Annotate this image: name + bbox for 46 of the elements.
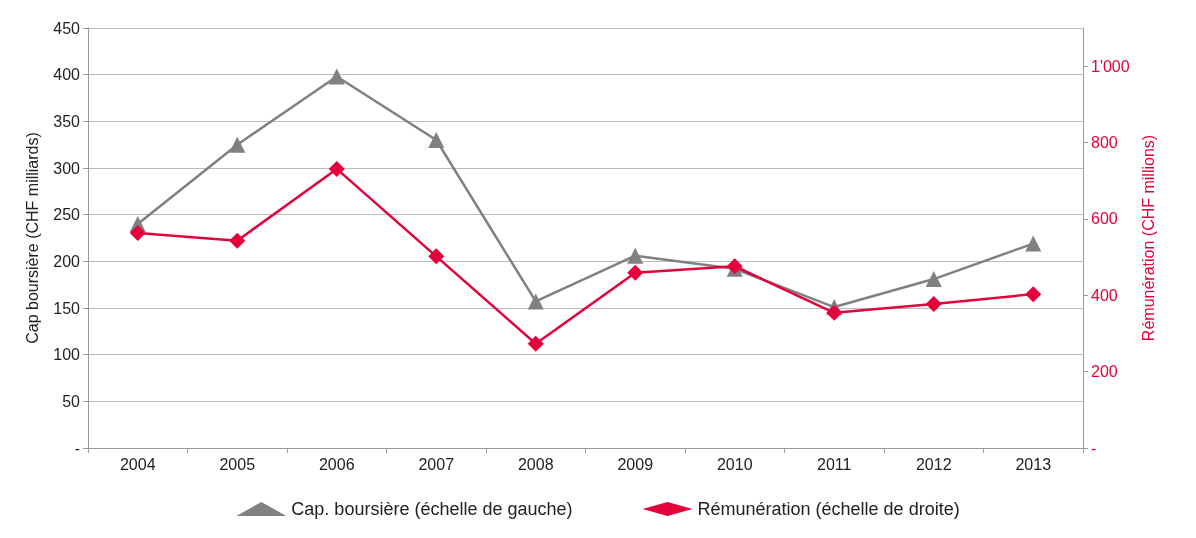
x-tick-label: 2009 (617, 455, 654, 473)
legend-label: Cap. boursière (échelle de gauche) (291, 499, 573, 519)
point (328, 68, 345, 85)
point (1025, 286, 1042, 303)
point (428, 132, 445, 148)
y2-tick-label: 200 (1091, 363, 1118, 381)
y-tick-label: 100 (53, 346, 81, 364)
point (229, 136, 246, 153)
point (527, 293, 544, 310)
point (428, 248, 445, 265)
x-tick-label: 2012 (915, 455, 952, 473)
point (627, 264, 644, 281)
y2-tick-label: - (1091, 439, 1097, 457)
y-tick-label: 250 (53, 206, 81, 224)
point (129, 225, 146, 242)
x-tick-label: 2008 (517, 455, 554, 473)
y2-tick-label: 800 (1091, 134, 1118, 152)
y-tick-label: 200 (53, 252, 81, 270)
y-tick-label: 350 (53, 112, 81, 130)
y-tick-label: 150 (53, 299, 81, 317)
y-tick-label: 450 (53, 19, 81, 37)
x-tick-label: 2013 (1015, 455, 1052, 473)
x-tick-label: 2006 (318, 455, 355, 473)
point (527, 335, 544, 352)
y-tick-label: 50 (62, 392, 81, 410)
point (925, 271, 942, 288)
x-tick-label: 2011 (817, 455, 852, 473)
x-tick-label: 2004 (119, 455, 156, 473)
y-tick-label: - (74, 439, 80, 457)
y-axis-title: Cap boursière (CHF milliards) (23, 132, 41, 344)
y2-tick-label: 1'000 (1091, 57, 1130, 75)
y2-tick-label: 600 (1091, 210, 1118, 228)
point (328, 160, 345, 177)
x-tick-label: 2007 (418, 455, 455, 473)
y-tick-label: 300 (53, 159, 81, 177)
y2-axis-title: Rémunération (CHF millions) (1140, 134, 1158, 342)
point (925, 296, 942, 313)
point (826, 304, 843, 321)
y-tick-label: 400 (53, 66, 81, 84)
point (1025, 235, 1042, 252)
point (229, 232, 246, 249)
point (627, 247, 644, 264)
x-tick-label: 2005 (219, 455, 256, 473)
legend-label: Rémunération (échelle de droite) (697, 499, 960, 519)
x-tick-label: 2010 (716, 455, 753, 473)
y2-tick-label: 400 (1091, 286, 1118, 304)
